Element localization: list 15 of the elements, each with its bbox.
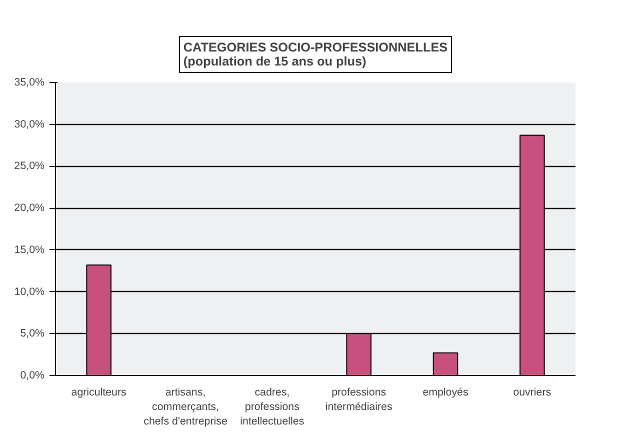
y-tick-label: 20,0% [14, 202, 46, 214]
x-tick-label: cadres, professions intellectuelles [240, 386, 304, 428]
y-tick-label: 5,0% [20, 328, 46, 340]
y-tick-label: 10,0% [14, 286, 46, 298]
x-tick-label: agriculteurs [71, 386, 126, 398]
x-tick-label: employés [422, 386, 468, 398]
y-tick-label: 30,0% [14, 118, 46, 130]
y-tick-label: 0,0% [20, 370, 46, 382]
y-tick-label: 35,0% [14, 76, 46, 88]
x-tick-label: professions intermédiaires [325, 386, 392, 413]
x-tick-label: artisans, commerçants, chefs d'entreprise [144, 386, 228, 428]
x-tick-label: ouvriers [513, 386, 552, 398]
y-tick-label: 15,0% [14, 244, 46, 256]
y-tick-label: 25,0% [14, 160, 46, 172]
chart-title: CATEGORIES SOCIO-PROFESSIONNELLES (population de 15 ans ou plus) [183, 40, 448, 68]
